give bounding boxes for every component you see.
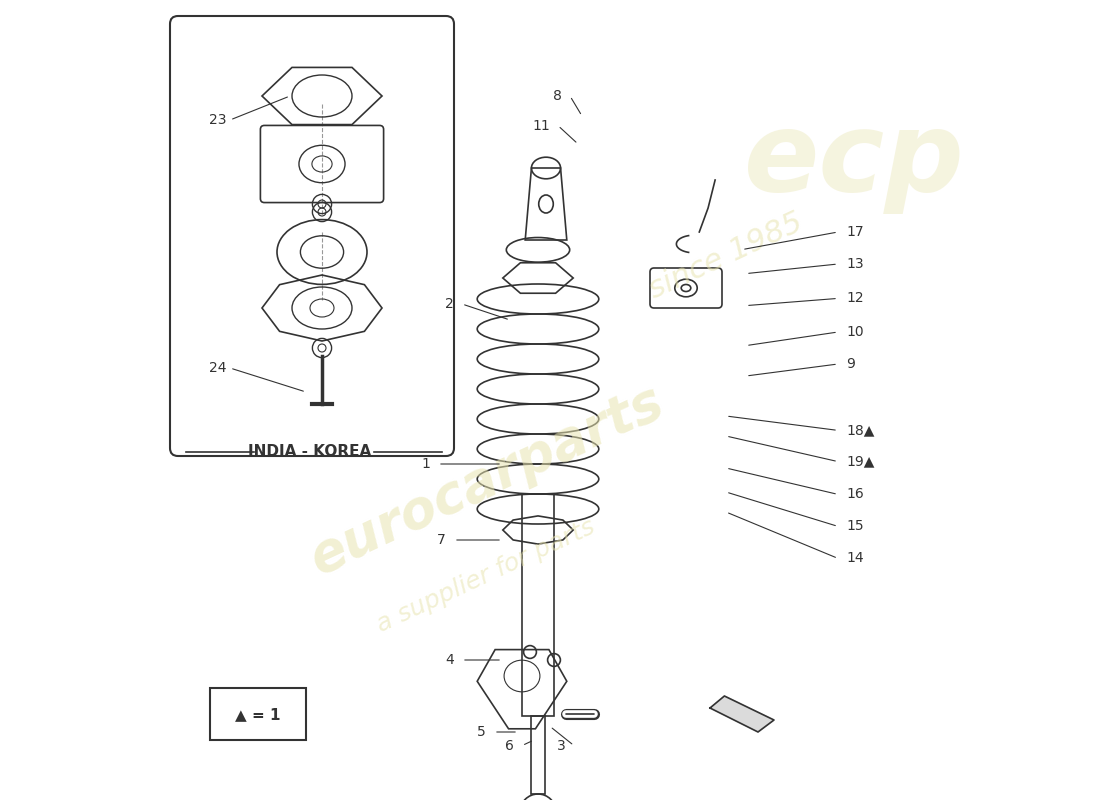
Text: 5: 5 [477, 725, 486, 739]
Text: a supplier for parts: a supplier for parts [373, 515, 600, 637]
Text: 7: 7 [438, 533, 446, 547]
Polygon shape [710, 696, 774, 732]
Text: 23: 23 [209, 113, 226, 127]
Text: ecp: ecp [744, 106, 965, 214]
Text: since 1985: since 1985 [645, 208, 807, 304]
Text: 19▲: 19▲ [846, 454, 874, 469]
Text: 13: 13 [846, 257, 864, 271]
Text: 4: 4 [446, 653, 454, 667]
Text: 2: 2 [446, 297, 454, 311]
Text: 15: 15 [846, 519, 864, 534]
Text: 17: 17 [846, 225, 864, 239]
Text: 9: 9 [846, 357, 855, 371]
Text: INDIA - KOREA: INDIA - KOREA [249, 445, 372, 459]
Text: 16: 16 [846, 487, 864, 502]
Text: 3: 3 [558, 738, 566, 753]
Text: 12: 12 [846, 291, 864, 306]
Text: 14: 14 [846, 551, 864, 566]
Text: eurocarparts: eurocarparts [300, 375, 671, 585]
Text: ▲ = 1: ▲ = 1 [235, 707, 280, 722]
Text: 24: 24 [209, 361, 226, 375]
Text: 1: 1 [421, 457, 430, 471]
Text: 6: 6 [505, 738, 514, 753]
Text: 10: 10 [846, 325, 864, 339]
Text: 18▲: 18▲ [846, 423, 874, 438]
Text: 11: 11 [532, 118, 550, 133]
Text: 8: 8 [553, 89, 562, 103]
